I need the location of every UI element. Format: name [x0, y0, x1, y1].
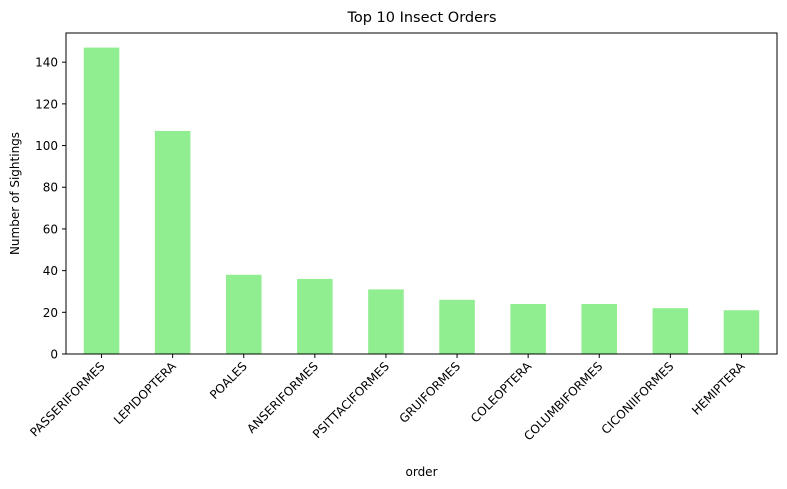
y-tick-label: 80	[43, 181, 58, 195]
x-tick-label: GRUIFORMES	[397, 359, 464, 426]
plot-frame	[65, 32, 778, 355]
bar-hemiptera	[723, 310, 760, 354]
y-tick-label: 0	[50, 348, 58, 362]
chart-title: Top 10 Insect Orders	[346, 10, 496, 26]
bar-gruiformes	[439, 299, 475, 354]
bar-anseriformes	[297, 278, 333, 354]
y-axis: 0 20 40 60 80 100 120 140	[35, 56, 66, 362]
x-tick-label: CICONIIFORMES	[599, 359, 677, 437]
bar-psittaciformes	[368, 289, 404, 354]
x-tick-label: ANSERIFORMES	[244, 359, 321, 436]
x-tick-label: LEPIDOPTERA	[111, 359, 179, 427]
bar-poales	[225, 274, 262, 354]
bar-passeriformes	[83, 47, 120, 354]
x-axis-label: order	[406, 465, 438, 479]
y-tick-label: 100	[35, 139, 58, 153]
x-tick-label: POALES	[207, 359, 250, 402]
y-tick-label: 60	[43, 222, 58, 236]
bars-group	[83, 47, 760, 354]
x-tick-label: PSITTACIFORMES	[310, 359, 392, 441]
bar-ciconiiformes	[652, 308, 689, 354]
y-tick-label: 20	[43, 306, 58, 320]
y-axis-label: Number of Sightings	[8, 132, 22, 255]
bar-coleoptera	[510, 303, 546, 354]
x-tick-label: COLUMBIFORMES	[521, 359, 605, 443]
bar-columbiformes	[581, 303, 618, 354]
x-tick-label: COLEOPTERA	[468, 359, 535, 426]
bar-lepidoptera	[154, 130, 191, 354]
y-tick-label: 140	[35, 56, 58, 70]
x-axis: PASSERIFORMES LEPIDOPTERA POALESANSERIFORM…	[27, 354, 748, 443]
x-tick-label: HEMIPTERA	[689, 359, 748, 418]
x-tick-label: PASSERIFORMES	[27, 359, 107, 439]
y-tick-label: 120	[35, 97, 58, 111]
y-tick-label: 40	[43, 264, 58, 278]
